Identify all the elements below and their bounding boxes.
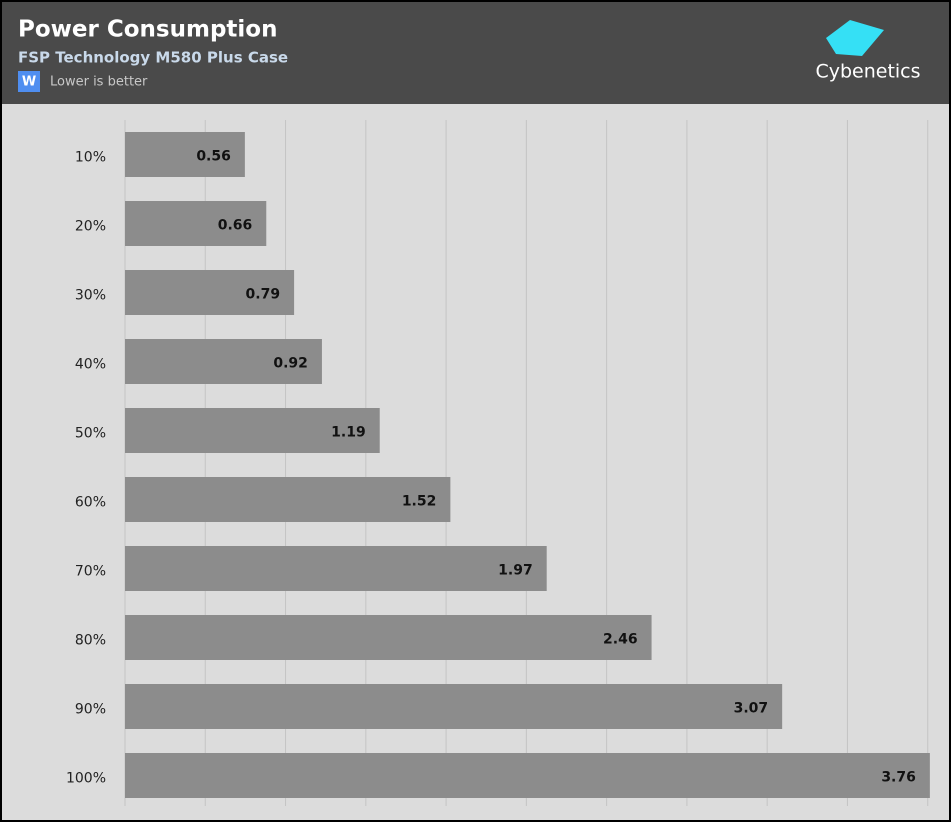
value-label: 1.52: [402, 494, 437, 510]
logo-icon: [826, 20, 884, 56]
bar: [125, 477, 451, 522]
chart-subtitle: FSP Technology M580 Plus Case: [18, 49, 288, 67]
value-label: 1.19: [331, 425, 366, 441]
note: Lower is better: [50, 75, 148, 90]
y-tick-label: 80%: [75, 633, 106, 649]
y-tick-label: 50%: [75, 426, 106, 442]
y-tick-label: 40%: [75, 357, 106, 373]
bar: [125, 684, 783, 729]
value-label: 2.46: [603, 632, 638, 648]
value-label: 3.07: [734, 701, 769, 717]
y-tick-label: 20%: [75, 219, 106, 235]
unit-badge: W: [22, 75, 36, 90]
y-tick-label: 30%: [75, 288, 106, 304]
value-label: 0.92: [273, 356, 308, 372]
bar: [125, 546, 547, 591]
value-label: 0.56: [196, 149, 231, 165]
value-label: 1.97: [498, 563, 533, 579]
value-label: 0.66: [218, 218, 253, 234]
bar: [125, 270, 295, 315]
chart-title: Power Consumption: [18, 17, 277, 43]
bar: [125, 201, 267, 246]
y-tick-label: 10%: [75, 150, 106, 166]
logo-text: Cybenetics: [815, 61, 920, 83]
y-tick-label: 70%: [75, 564, 106, 580]
bar: [125, 753, 930, 798]
unit-badge-box: [18, 71, 40, 92]
header: [2, 2, 949, 104]
y-tick-label: 90%: [75, 702, 106, 718]
bar: [125, 339, 322, 384]
value-label: 3.76: [881, 770, 916, 786]
bar: [125, 615, 652, 660]
y-tick-label: 100%: [66, 771, 106, 787]
value-label: 0.79: [246, 287, 281, 303]
bar: [125, 408, 380, 453]
bar: [125, 132, 245, 177]
y-tick-label: 60%: [75, 495, 106, 511]
